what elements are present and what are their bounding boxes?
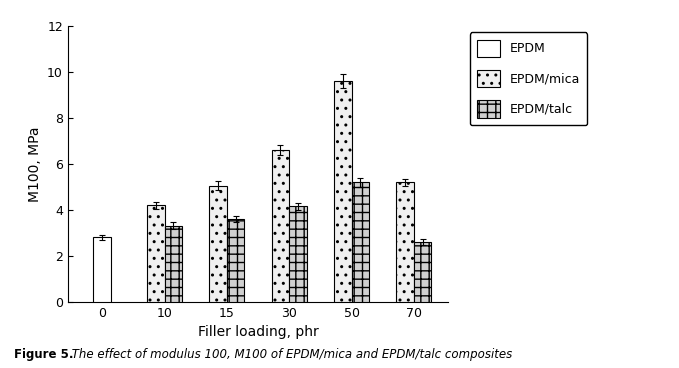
Bar bbox=[209, 185, 227, 302]
Bar bbox=[164, 226, 182, 302]
X-axis label: Filler loading, phr: Filler loading, phr bbox=[198, 325, 318, 339]
Text: The effect of modulus 100, M100 of EPDM/mica and EPDM/talc composites: The effect of modulus 100, M100 of EPDM/… bbox=[68, 348, 512, 361]
Bar bbox=[397, 182, 414, 302]
Y-axis label: M100, MPa: M100, MPa bbox=[28, 126, 41, 202]
Bar bbox=[334, 81, 352, 302]
Text: Figure 5.: Figure 5. bbox=[14, 348, 73, 361]
Bar bbox=[94, 237, 111, 302]
Bar bbox=[147, 205, 164, 302]
Bar bbox=[227, 219, 244, 302]
Bar bbox=[414, 242, 431, 302]
Bar bbox=[289, 206, 307, 302]
Bar bbox=[352, 182, 369, 302]
Bar bbox=[272, 150, 289, 302]
Legend: EPDM, EPDM/mica, EPDM/talc: EPDM, EPDM/mica, EPDM/talc bbox=[470, 32, 587, 125]
